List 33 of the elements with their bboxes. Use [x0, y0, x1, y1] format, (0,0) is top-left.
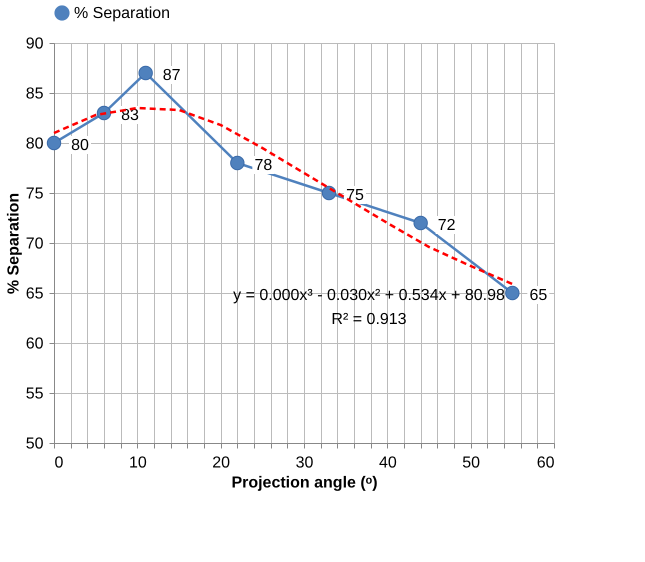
y-tick-label: 90 [26, 36, 44, 52]
x-tick-label: 50 [462, 454, 480, 472]
x-axis-title: Projection angle (ᵒ) [231, 474, 378, 492]
data-label: 87 [162, 67, 181, 84]
annotation: R² = 0.913 [331, 311, 407, 328]
x-tick-label: 20 [212, 454, 230, 472]
y-axis-title: % Separation [6, 192, 23, 294]
annotation: y = 0.000x³ - 0.030x² + 0.534x + 80.98 [233, 287, 505, 304]
x-tick-label: 10 [128, 454, 147, 472]
y-tick-label: 65 [26, 286, 44, 302]
y-tick-label: 55 [26, 386, 44, 402]
point [46, 136, 62, 150]
data-label: 75 [346, 187, 364, 204]
y-tick-label: 50 [26, 436, 44, 452]
y-tick-label: 70 [26, 236, 44, 252]
x-tick-label: 0 [54, 454, 64, 472]
data-label: 80 [71, 137, 89, 154]
point [230, 156, 245, 170]
y-tick-label: 85 [26, 86, 44, 102]
x-tick-label: 60 [536, 454, 555, 472]
point [413, 216, 428, 230]
y-tick-label: 80 [26, 136, 44, 152]
data-label: 78 [254, 157, 272, 174]
x-tick-label: 30 [296, 454, 314, 472]
data-label: 65 [529, 287, 548, 304]
legend-label: % Separation [74, 5, 170, 22]
point [138, 66, 153, 80]
y-tick-label: 75 [26, 186, 44, 202]
line-series [52, 106, 514, 286]
data-label: 72 [438, 217, 456, 234]
y-tick-label: 60 [26, 336, 44, 352]
point [505, 286, 520, 300]
x-tick-label: 40 [378, 454, 397, 472]
